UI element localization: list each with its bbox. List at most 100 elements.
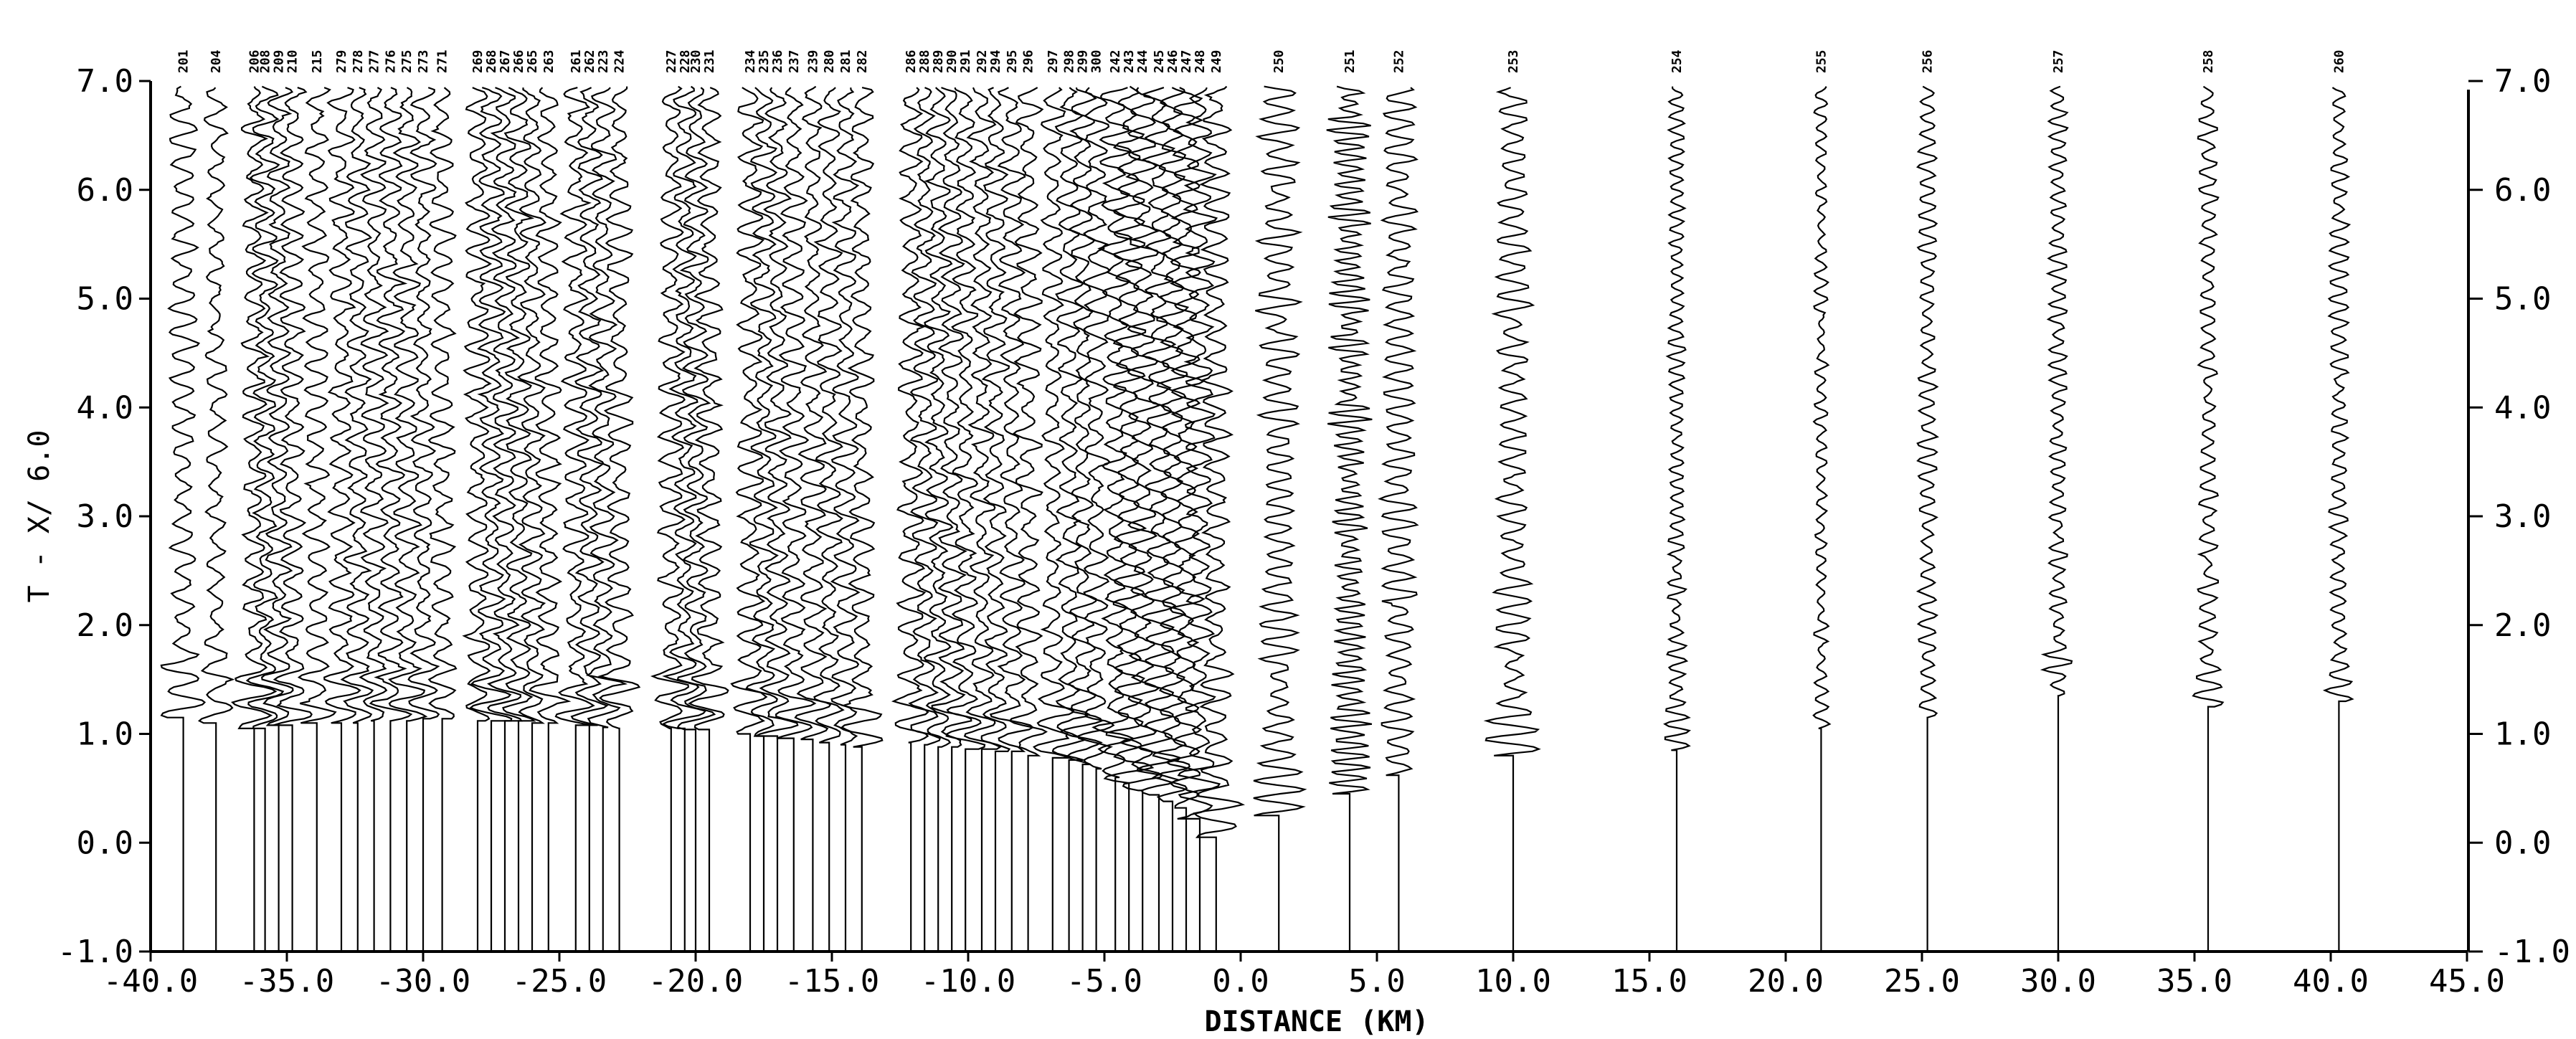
seismic-trace — [1051, 87, 1091, 953]
station-label: 257 — [2051, 49, 2066, 73]
seismic-trace — [340, 87, 374, 953]
station-label: 210 — [285, 49, 300, 73]
seismic-trace — [2192, 85, 2225, 953]
seismic-trace — [1177, 87, 1221, 953]
seismic-trace — [323, 87, 361, 953]
seismic-trace — [427, 87, 458, 953]
x-tick-label: -15.0 — [785, 963, 879, 1000]
seismic-trace — [908, 87, 942, 953]
right-y-axis-ticks: -1.0 0.0 1.0 2.0 3.0 4.0 5.0 6.0 7.0 — [2468, 63, 2570, 970]
station-label: 268 — [484, 49, 499, 73]
y-tick-label: 1.0 — [77, 716, 133, 753]
station-label: 299 — [1076, 49, 1091, 73]
seismic-trace — [688, 87, 729, 953]
station-label: 227 — [664, 49, 679, 73]
y-tick-label: 3.0 — [77, 498, 133, 535]
x-tick-label: -35.0 — [240, 963, 334, 1000]
station-label: 239 — [805, 49, 820, 73]
seismic-trace — [502, 87, 536, 953]
x-tick-label: 10.0 — [1475, 963, 1551, 1000]
station-label: 295 — [1005, 49, 1020, 73]
x-tick-label: -10.0 — [921, 963, 1015, 1000]
station-label: 230 — [688, 49, 704, 73]
seismic-trace — [1032, 87, 1075, 953]
seismic-trace — [197, 87, 235, 953]
station-label: 254 — [1670, 49, 1685, 73]
station-label: 275 — [399, 49, 415, 73]
seismic-trace — [1008, 87, 1048, 953]
station-label: 258 — [2201, 49, 2216, 73]
seismic-trace — [1812, 86, 1832, 953]
station-label: 271 — [435, 49, 450, 73]
right-y-tick-label: 0.0 — [2494, 825, 2551, 861]
station-label: 286 — [904, 49, 919, 73]
seismic-trace — [891, 87, 929, 953]
seismic-trace — [407, 87, 440, 953]
seismic-traces — [160, 85, 2354, 953]
seismic-trace — [570, 87, 609, 953]
station-label: 290 — [944, 49, 960, 73]
y-tick-label: 0.0 — [77, 825, 133, 861]
seismic-trace — [775, 87, 817, 953]
seismic-trace — [945, 87, 986, 953]
y-tick-label: 7.0 — [77, 63, 133, 100]
seismic-trace — [1253, 85, 1307, 953]
seismic-trace — [1092, 87, 1135, 953]
seismic-trace — [989, 87, 1035, 953]
right-y-tick-label: 3.0 — [2494, 498, 2551, 535]
station-label: 236 — [770, 49, 785, 73]
station-label: 250 — [1272, 49, 1287, 73]
right-y-tick-label: 6.0 — [2494, 172, 2551, 209]
x-tick-label: 40.0 — [2293, 963, 2369, 1000]
station-label: 256 — [1921, 49, 1936, 73]
station-label: 278 — [351, 49, 366, 73]
station-label: 269 — [470, 49, 486, 73]
seismic-trace — [650, 85, 689, 953]
seismic-trace — [359, 87, 389, 953]
station-label: 300 — [1089, 49, 1104, 73]
right-y-tick-label: 5.0 — [2494, 281, 2551, 318]
seismic-trace — [261, 87, 294, 953]
station-label: 228 — [678, 49, 693, 73]
station-label: 292 — [975, 49, 990, 73]
station-label: 231 — [702, 49, 717, 73]
seismic-trace — [1916, 85, 1939, 953]
y-tick-label: 6.0 — [77, 172, 133, 209]
seismic-trace — [755, 87, 799, 953]
seismic-trace — [529, 87, 572, 953]
station-label: 265 — [525, 49, 540, 73]
seismic-trace — [469, 87, 513, 953]
seismic-trace — [931, 87, 972, 953]
seismic-trace — [245, 85, 285, 953]
station-label: 288 — [917, 49, 932, 73]
x-tick-label: 35.0 — [2156, 963, 2232, 1000]
x-tick-label: 0.0 — [1212, 963, 1269, 1000]
station-label: 273 — [416, 49, 431, 73]
station-label: 244 — [1135, 49, 1150, 73]
station-label: 298 — [1062, 49, 1077, 73]
seismic-trace — [745, 87, 779, 953]
right-y-tick-label: -1.0 — [2494, 934, 2570, 970]
station-label: 261 — [569, 49, 584, 73]
station-label: 235 — [757, 49, 772, 73]
x-tick-label: -5.0 — [1066, 963, 1142, 1000]
seismic-trace — [1663, 86, 1691, 953]
station-label: 266 — [511, 49, 526, 73]
y-axis-ticks: -1.0 0.0 1.0 2.0 3.0 4.0 5.0 6.0 7.0 — [57, 63, 151, 970]
station-label: 215 — [310, 49, 325, 73]
y-axis-title: T - X/ 6.0 — [23, 430, 56, 603]
station-label: 297 — [1046, 49, 1061, 73]
right-y-tick-label: 4.0 — [2494, 389, 2551, 426]
seismic-trace — [1059, 87, 1103, 953]
station-label: 253 — [1506, 49, 1521, 73]
seismic-trace — [2322, 87, 2354, 953]
chart-axes — [149, 81, 2470, 953]
seismic-trace — [1077, 87, 1115, 953]
x-tick-label: 20.0 — [1748, 963, 1824, 1000]
station-label: 245 — [1152, 49, 1167, 73]
seismic-trace — [1103, 85, 1155, 953]
seismic-trace — [2040, 85, 2073, 953]
x-tick-label: 25.0 — [1884, 963, 1960, 1000]
seismic-trace — [585, 87, 628, 953]
station-label: 204 — [209, 49, 224, 73]
